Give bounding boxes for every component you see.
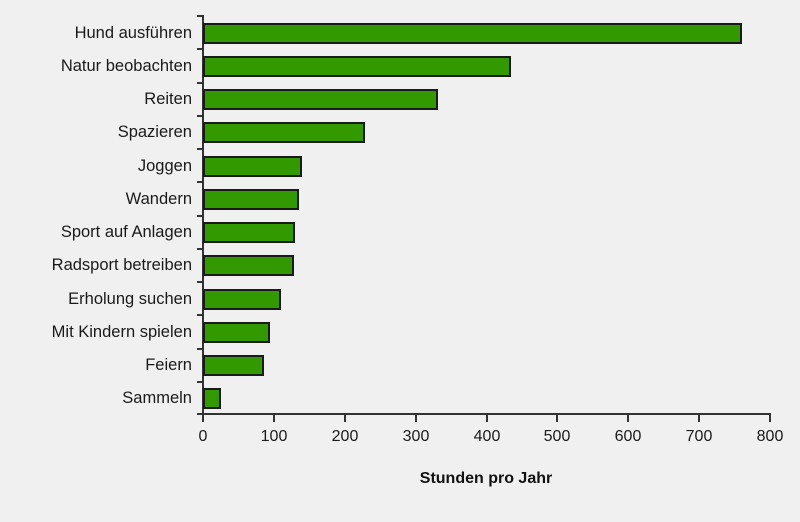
x-axis-tick — [486, 413, 488, 422]
bar — [203, 355, 264, 376]
x-axis-tick — [769, 413, 771, 422]
category-label: Joggen — [137, 157, 192, 175]
bar — [203, 56, 511, 77]
bar — [203, 156, 302, 177]
bar — [203, 222, 295, 243]
y-axis-tick — [197, 82, 203, 84]
x-tick-label: 800 — [756, 428, 784, 445]
category-label: Erholung suchen — [68, 290, 192, 308]
y-axis-tick — [197, 314, 203, 316]
x-axis-line — [197, 413, 771, 415]
y-axis-tick — [197, 215, 203, 217]
x-axis-tick — [556, 413, 558, 422]
x-axis-tick — [627, 413, 629, 422]
y-axis-tick — [197, 281, 203, 283]
bar — [203, 388, 221, 409]
category-label: Natur beobachten — [60, 57, 192, 75]
bar — [203, 189, 299, 210]
bar — [203, 322, 270, 343]
category-label: Spazieren — [117, 123, 192, 141]
x-axis-tick — [344, 413, 346, 422]
x-tick-label: 300 — [402, 428, 430, 445]
y-axis-line — [202, 15, 204, 415]
x-tick-label: 100 — [260, 428, 288, 445]
x-tick-label: 400 — [473, 428, 501, 445]
category-label: Reiten — [144, 90, 192, 108]
bar — [203, 289, 281, 310]
y-axis-tick — [197, 381, 203, 383]
y-axis-tick — [197, 48, 203, 50]
x-axis-tick — [415, 413, 417, 422]
x-tick-label: 200 — [331, 428, 359, 445]
bar — [203, 122, 365, 143]
y-axis-tick — [197, 248, 203, 250]
x-axis-title: Stunden pro Jahr — [419, 470, 553, 487]
bar — [203, 23, 742, 44]
bar — [203, 89, 438, 110]
x-tick-label: 700 — [685, 428, 713, 445]
bar — [203, 255, 294, 276]
y-axis-tick — [197, 115, 203, 117]
category-label: Sammeln — [122, 389, 192, 407]
x-tick-label: 500 — [543, 428, 571, 445]
x-axis-tick — [273, 413, 275, 422]
category-label: Wandern — [125, 190, 192, 208]
category-label: Mit Kindern spielen — [51, 323, 192, 341]
x-axis-tick — [698, 413, 700, 422]
category-label: Radsport betreiben — [51, 256, 192, 274]
x-axis-tick — [202, 413, 204, 422]
y-axis-tick — [197, 181, 203, 183]
y-axis-tick — [197, 348, 203, 350]
y-axis-tick — [197, 148, 203, 150]
category-label: Sport auf Anlagen — [60, 223, 192, 241]
x-tick-label: 600 — [614, 428, 642, 445]
category-label: Feiern — [145, 356, 192, 374]
category-label: Hund ausführen — [74, 24, 192, 42]
y-axis-tick — [197, 15, 203, 17]
x-tick-label: 0 — [198, 428, 208, 445]
